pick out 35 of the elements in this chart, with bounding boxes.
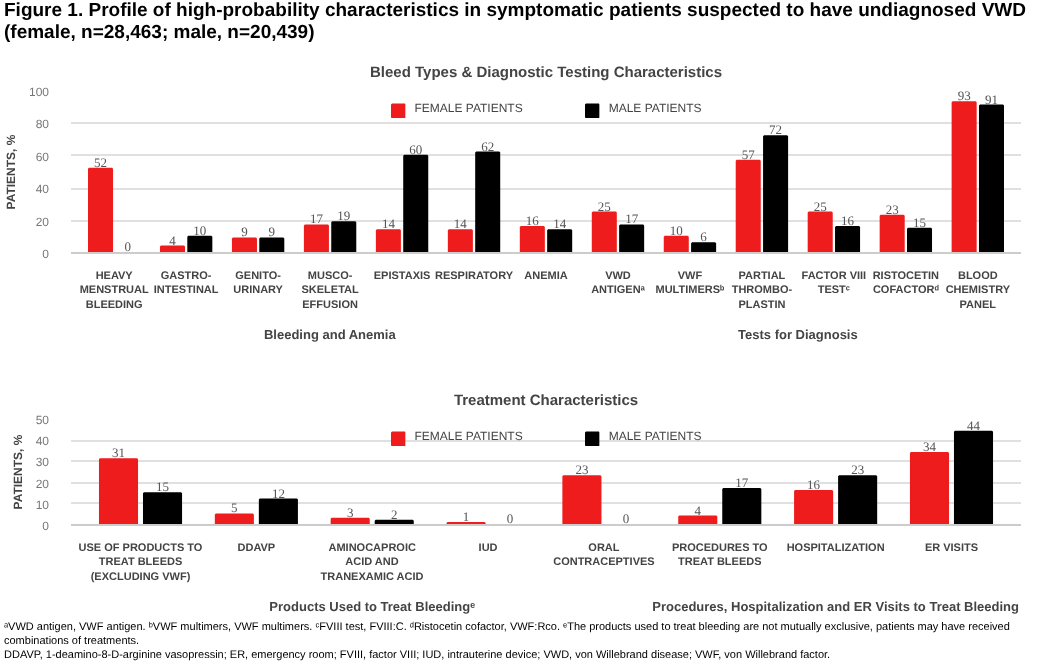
bar	[475, 151, 501, 253]
bar	[763, 135, 789, 253]
bar	[214, 513, 254, 525]
bar	[794, 490, 834, 525]
bar	[907, 227, 933, 253]
bar	[447, 229, 473, 253]
bar	[519, 226, 545, 253]
bar	[303, 224, 329, 253]
bar	[259, 237, 285, 253]
bar	[142, 492, 183, 525]
bar	[331, 221, 357, 253]
caption: Figure 1. Profile of high-probability characteristics in symptomatic patients suspected to have undiagnosed VWD (female, n=28,463; male, n=20,439)	[4, 0, 1028, 44]
bar	[403, 154, 429, 253]
bar	[663, 235, 689, 253]
bar	[258, 498, 298, 525]
bar	[953, 430, 994, 525]
bar	[909, 451, 950, 525]
bar	[562, 475, 602, 525]
bar	[835, 226, 861, 253]
bar	[87, 167, 114, 253]
bar	[951, 101, 977, 253]
bar	[807, 211, 833, 253]
bar	[231, 237, 257, 253]
bar	[375, 229, 401, 253]
bar	[547, 229, 573, 253]
bar	[619, 224, 645, 253]
bar	[722, 487, 762, 525]
bar	[98, 458, 139, 525]
bar	[978, 104, 1005, 253]
bar	[735, 159, 761, 253]
bar	[838, 475, 878, 525]
bar	[691, 242, 717, 253]
bar	[591, 211, 617, 253]
bar	[879, 214, 905, 253]
bar	[187, 235, 213, 253]
